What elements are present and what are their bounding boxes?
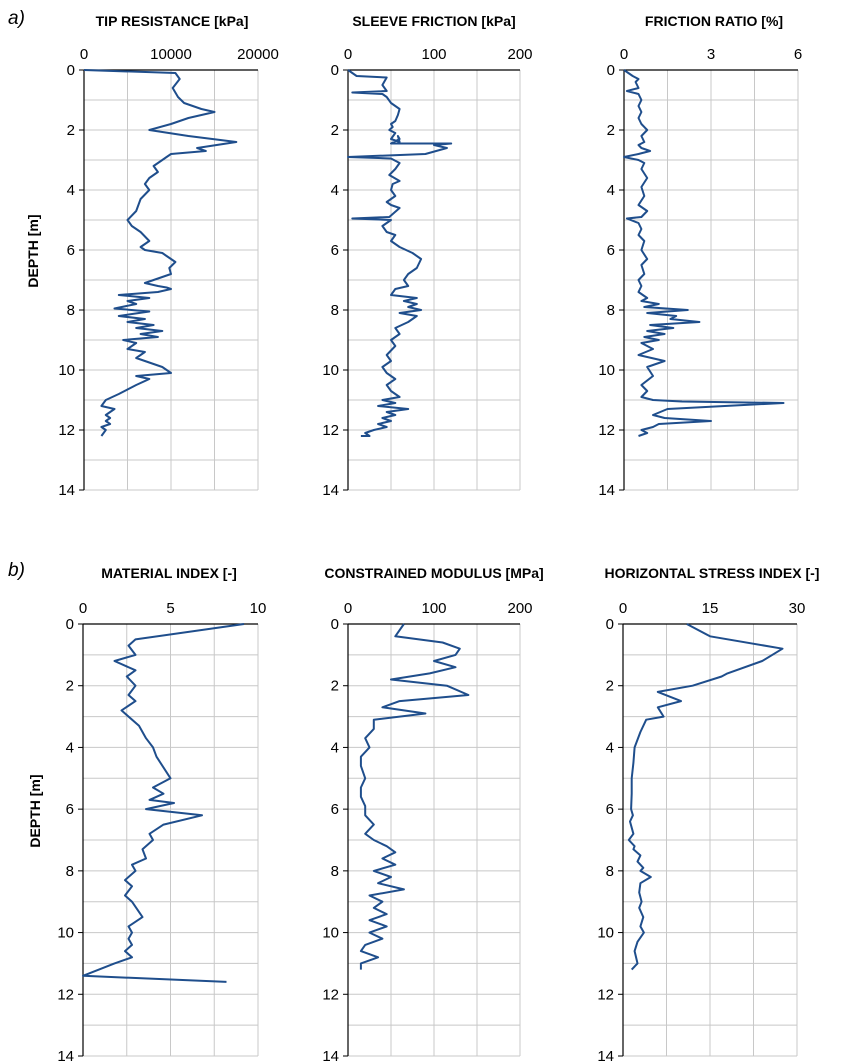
x-tick-label: 100: [421, 600, 446, 617]
x-tick-label: 15: [702, 600, 719, 617]
x-tick-label: 0: [344, 46, 352, 63]
series-line: [623, 69, 785, 437]
y-tick-label: 4: [606, 739, 614, 756]
y-tick-label: 4: [331, 739, 339, 756]
x-tick-label: 0: [80, 46, 88, 63]
x-tick-label: 0: [620, 46, 628, 63]
y-tick-label: 14: [598, 482, 615, 499]
y-tick-label: 0: [331, 62, 339, 79]
y-tick-label: 2: [67, 122, 75, 139]
x-tick-label: 200: [507, 600, 532, 617]
charts-layer: TIP RESISTANCE [kPa]0 10000 20000024681012…: [57, 13, 819, 1064]
x-tick-label: 0: [619, 600, 627, 617]
y-tick-label: 6: [66, 801, 74, 818]
y-tick-label: 14: [57, 1048, 74, 1064]
x-tick-label: 30: [789, 600, 806, 617]
y-tick-label: 0: [607, 62, 615, 79]
x-tick-label: 0: [344, 600, 352, 617]
y-tick-label: 8: [607, 302, 615, 319]
y-tick-label: 6: [67, 242, 75, 259]
y-tick-label: 8: [66, 863, 74, 880]
chart-title: MATERIAL INDEX [-]: [101, 565, 237, 581]
chart-1: TIP RESISTANCE [kPa] 0 10000 20000 0 2 4 6 8 10 12…: [58, 13, 279, 499]
y-tick-label: 8: [331, 302, 339, 319]
y-tick-label: 8: [331, 863, 339, 880]
y-tick-label: 10: [322, 362, 339, 379]
y-tick-label: 14: [322, 1048, 339, 1064]
chart-5: CONSTRAINED MODULUS [MPa] 0 100 200 0 2 4 6 8 10 1…: [322, 565, 543, 1064]
y-tick-label: 10: [58, 362, 75, 379]
y-tick-label: 4: [331, 182, 339, 199]
y-tick-label: 0: [66, 616, 74, 633]
chart-title: SLEEVE FRICTION [kPa]: [352, 13, 515, 29]
y-tick-label: 4: [66, 739, 74, 756]
y-tick-label: 2: [331, 122, 339, 139]
y-tick-label: 12: [322, 422, 339, 439]
x-tick-label: 0: [79, 600, 87, 617]
y-tick-label: 0: [331, 616, 339, 633]
chart-title: FRICTION RATIO [%]: [645, 13, 783, 29]
y-tick-label: 10: [597, 925, 614, 942]
x-tick-label: 100: [421, 46, 446, 63]
y-tick-label: 14: [322, 482, 339, 499]
x-tick-label: 3: [707, 46, 715, 63]
panel-label-a: a): [8, 8, 25, 29]
chart-title: CONSTRAINED MODULUS [MPa]: [324, 565, 543, 581]
x-tick-label: 6: [794, 46, 802, 63]
y-tick-label: 10: [322, 925, 339, 942]
y-tick-label: 4: [607, 182, 615, 199]
chart-2: SLEEVE FRICTION [kPa] 0 100 200 0 2 4 6 8 10 12 14: [322, 13, 532, 499]
chart-3: FRICTION RATIO [%] 0 3 6 0 2 4 6 8 10 12 14: [598, 13, 802, 499]
x-tick-label: 10: [250, 600, 267, 617]
series-line: [82, 623, 245, 983]
y-tick-label: 0: [67, 62, 75, 79]
panel-label-b: b): [8, 560, 25, 581]
series-line: [83, 69, 238, 437]
series-line: [347, 69, 453, 437]
y-tick-label: 2: [606, 678, 614, 695]
y-tick-label: 12: [598, 422, 615, 439]
series-line: [627, 623, 784, 971]
x-tick-label: 200: [507, 46, 532, 63]
chart-6: HORIZONTAL STRESS INDEX [-] 0 15 30 0 2 4 6 8 10 1…: [597, 565, 819, 1064]
y-tick-label: 12: [322, 986, 339, 1003]
y-tick-label: 6: [606, 801, 614, 818]
y-tick-label: 12: [597, 986, 614, 1003]
x-tick-label: 10000: [150, 46, 192, 63]
y-tick-label: 8: [67, 302, 75, 319]
y-axis-label-a: DEPTH [m]: [25, 214, 41, 287]
y-tick-label: 0: [606, 616, 614, 633]
y-tick-label: 6: [331, 242, 339, 259]
chart-title: TIP RESISTANCE [kPa]: [96, 13, 249, 29]
chart-title: HORIZONTAL STRESS INDEX [-]: [605, 565, 820, 581]
y-tick-label: 2: [66, 678, 74, 695]
y-tick-label: 6: [331, 801, 339, 818]
y-tick-label: 10: [57, 925, 74, 942]
y-tick-label: 2: [331, 678, 339, 695]
y-tick-label: 10: [598, 362, 615, 379]
x-tick-label: 20000: [237, 46, 279, 63]
x-tick-label: 5: [166, 600, 174, 617]
y-tick-label: 8: [606, 863, 614, 880]
y-tick-label: 12: [58, 422, 75, 439]
chart-4: MATERIAL INDEX [-] 0 5 10 0 2 4 6 8 10 12 14: [57, 565, 266, 1064]
series-line: [359, 623, 470, 970]
y-tick-label: 2: [607, 122, 615, 139]
y-tick-label: 14: [58, 482, 75, 499]
y-tick-label: 14: [597, 1048, 614, 1064]
y-axis-label-b: DEPTH [m]: [27, 774, 43, 847]
y-tick-label: 12: [57, 986, 74, 1003]
y-tick-label: 4: [67, 182, 75, 199]
y-tick-label: 6: [607, 242, 615, 259]
